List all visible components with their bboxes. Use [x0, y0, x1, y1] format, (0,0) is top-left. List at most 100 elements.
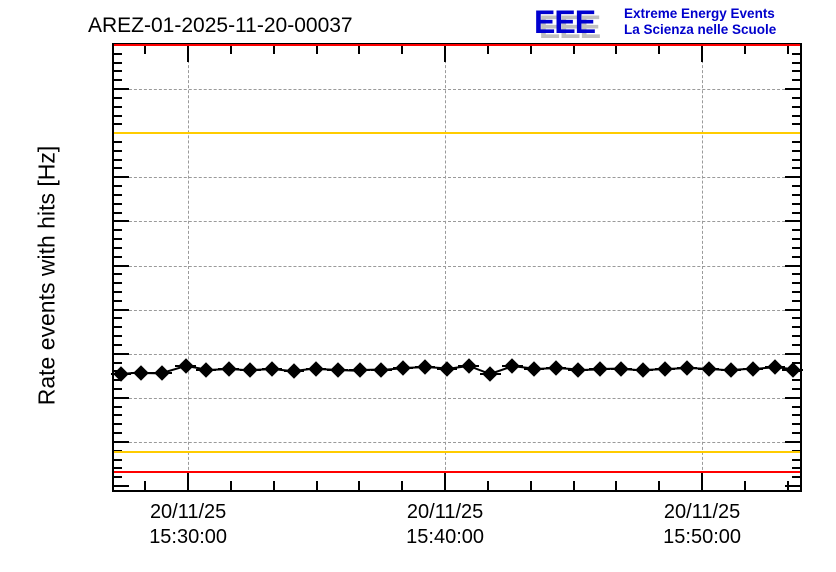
data-point-marker[interactable]: [439, 360, 455, 377]
y-tick-minor: [114, 114, 122, 117]
y-tick-major: [114, 352, 129, 355]
y-tick-major: [785, 485, 800, 487]
x-tick-minor: [658, 45, 661, 54]
data-point-marker[interactable]: [723, 362, 739, 379]
gridline-horizontal: [114, 441, 800, 443]
gridline-horizontal: [114, 221, 800, 223]
eee-logo-mark-front: EEE: [534, 4, 596, 40]
y-tick-minor: [114, 432, 122, 435]
data-point-marker[interactable]: [308, 360, 324, 377]
y-tick-major: [785, 396, 800, 399]
y-tick-major: [785, 352, 800, 355]
y-tick-minor: [792, 432, 800, 435]
data-point-marker[interactable]: [569, 361, 586, 378]
x-tick-label-date: 20/11/25: [663, 501, 741, 523]
gridline-horizontal: [114, 265, 800, 267]
y-tick-minor: [792, 52, 800, 55]
x-tick-minor: [786, 45, 789, 54]
eee-logo-text: Extreme Energy Events La Scienza nelle S…: [624, 6, 776, 38]
y-tick-minor: [792, 405, 800, 408]
data-point-marker[interactable]: [153, 365, 170, 381]
eee-logo-mark: EEE EEE: [534, 4, 620, 43]
y-tick-minor: [792, 282, 800, 285]
x-tick-minor: [529, 481, 532, 490]
y-tick-minor: [114, 343, 122, 346]
data-point-marker[interactable]: [745, 361, 761, 377]
y-tick-minor: [792, 290, 800, 293]
data-point-marker[interactable]: [700, 361, 717, 377]
page-title: AREZ-01-2025-11-20-00037: [88, 14, 353, 37]
y-tick-minor: [792, 70, 800, 73]
data-point-marker[interactable]: [351, 362, 368, 379]
x-tick-label-time: 15:40:00: [406, 526, 485, 548]
data-point-marker[interactable]: [286, 363, 302, 380]
data-point-marker[interactable]: [417, 359, 433, 376]
y-tick-minor: [792, 229, 800, 232]
y-tick-minor: [792, 361, 800, 364]
data-point-marker[interactable]: [242, 362, 259, 378]
y-tick-major: [114, 88, 129, 91]
x-tick-minor: [615, 481, 618, 490]
data-point-marker[interactable]: [177, 358, 194, 374]
y-tick-minor: [792, 387, 800, 390]
data-point-marker[interactable]: [613, 360, 630, 377]
y-tick-minor: [792, 449, 800, 452]
y-tick-minor: [792, 255, 800, 258]
y-tick-minor: [114, 379, 122, 382]
data-point-marker[interactable]: [373, 362, 390, 378]
data-point-marker[interactable]: [635, 362, 651, 378]
data-point-marker[interactable]: [657, 361, 673, 377]
y-tick-minor: [114, 414, 122, 417]
x-tick-minor: [743, 481, 746, 490]
x-tick-minor: [272, 45, 275, 54]
y-tick-minor: [114, 123, 122, 126]
data-point-marker[interactable]: [767, 359, 783, 376]
data-point-marker[interactable]: [482, 366, 499, 382]
y-tick-minor: [792, 61, 800, 64]
data-point-marker[interactable]: [526, 361, 542, 377]
y-tick-minor: [792, 273, 800, 276]
data-point-marker[interactable]: [395, 360, 411, 377]
data-point-marker[interactable]: [329, 361, 346, 378]
y-tick-major: [114, 308, 129, 311]
data-point-marker[interactable]: [133, 364, 150, 381]
x-tick-major: [187, 473, 190, 490]
data-point-marker[interactable]: [504, 358, 521, 375]
y-tick-minor: [114, 149, 122, 152]
x-tick-minor: [786, 481, 789, 490]
y-tick-major: [785, 440, 800, 443]
data-point-marker[interactable]: [460, 357, 477, 374]
y-tick-minor: [792, 105, 800, 108]
data-point-marker[interactable]: [264, 361, 280, 377]
x-tick-minor: [272, 481, 275, 490]
eee-logo-line2: La Scienza nelle Scuole: [624, 22, 777, 37]
x-tick-minor: [229, 45, 232, 54]
data-point-marker[interactable]: [591, 361, 608, 377]
y-tick-minor: [114, 299, 122, 302]
x-tick-major: [444, 45, 447, 62]
y-tick-minor: [114, 105, 122, 108]
data-point-marker[interactable]: [198, 361, 214, 378]
y-tick-minor: [114, 273, 122, 276]
data-point-marker[interactable]: [679, 360, 695, 377]
data-point-marker[interactable]: [784, 361, 801, 378]
gridline-horizontal: [114, 397, 800, 399]
y-tick-minor: [114, 238, 122, 241]
plot-frame: [110, 43, 803, 492]
x-tick-minor: [743, 45, 746, 54]
y-tick-minor: [792, 79, 800, 82]
y-tick-minor: [114, 246, 122, 249]
x-tick-label-time: 15:30:00: [149, 526, 228, 548]
x-tick-minor: [315, 481, 318, 490]
x-tick-minor: [401, 481, 404, 490]
y-tick-major: [785, 264, 800, 267]
y-tick-minor: [114, 282, 122, 285]
y-tick-minor: [792, 246, 800, 249]
data-point-marker[interactable]: [548, 360, 564, 377]
x-tick-minor: [358, 45, 361, 54]
y-tick-minor: [114, 96, 122, 99]
data-point-marker[interactable]: [220, 360, 237, 377]
y-tick-major: [785, 220, 800, 223]
y-tick-major: [785, 88, 800, 91]
x-tick-label-time: 15:50:00: [663, 526, 741, 548]
